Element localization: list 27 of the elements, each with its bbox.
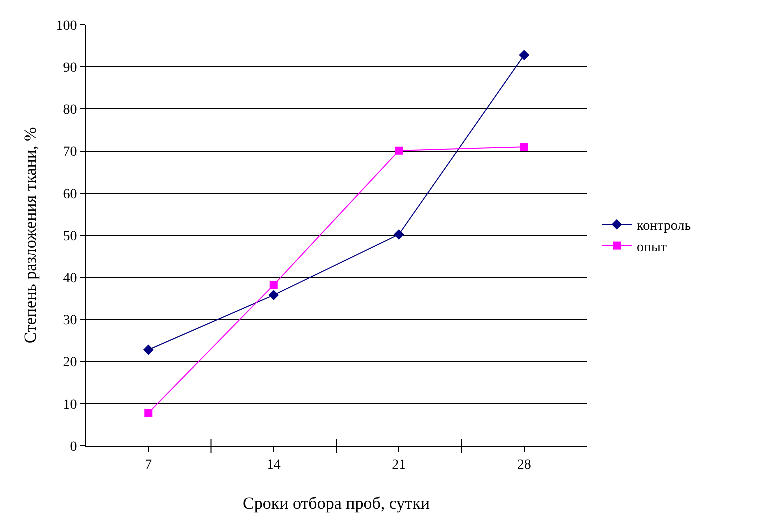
- point: [144, 409, 153, 418]
- point: [395, 146, 404, 155]
- x-tick-label: 28: [517, 458, 532, 473]
- y-axis-title: Степень разложения ткани, %: [20, 127, 40, 344]
- y-tick-label: 10: [63, 398, 78, 413]
- x-tick-label: 21: [392, 458, 406, 473]
- y-tick-label: 20: [63, 356, 78, 371]
- x-tick-label: 7: [145, 458, 152, 473]
- y-tick-label: 60: [63, 187, 78, 202]
- y-tick-label: 50: [63, 229, 78, 244]
- point: [520, 143, 528, 152]
- point: [268, 290, 280, 300]
- x-tick-label: 14: [266, 458, 281, 473]
- y-tick-label: 0: [70, 440, 78, 455]
- point: [394, 229, 404, 240]
- legend-label: опыт: [637, 240, 668, 256]
- point: [143, 344, 154, 356]
- legend-label: контроль: [637, 219, 692, 234]
- y-tick-label: 30: [63, 314, 78, 329]
- y-tick-label: 80: [63, 103, 78, 118]
- x-axis-title: Сроки отбора проб, сутки: [243, 494, 430, 514]
- point: [519, 50, 530, 61]
- point: [270, 281, 278, 290]
- y-tick-label: 70: [63, 145, 78, 160]
- y-tick-label: 40: [63, 272, 78, 286]
- y-tick-label: 100: [56, 18, 78, 34]
- y-tick-label: 90: [63, 61, 78, 76]
